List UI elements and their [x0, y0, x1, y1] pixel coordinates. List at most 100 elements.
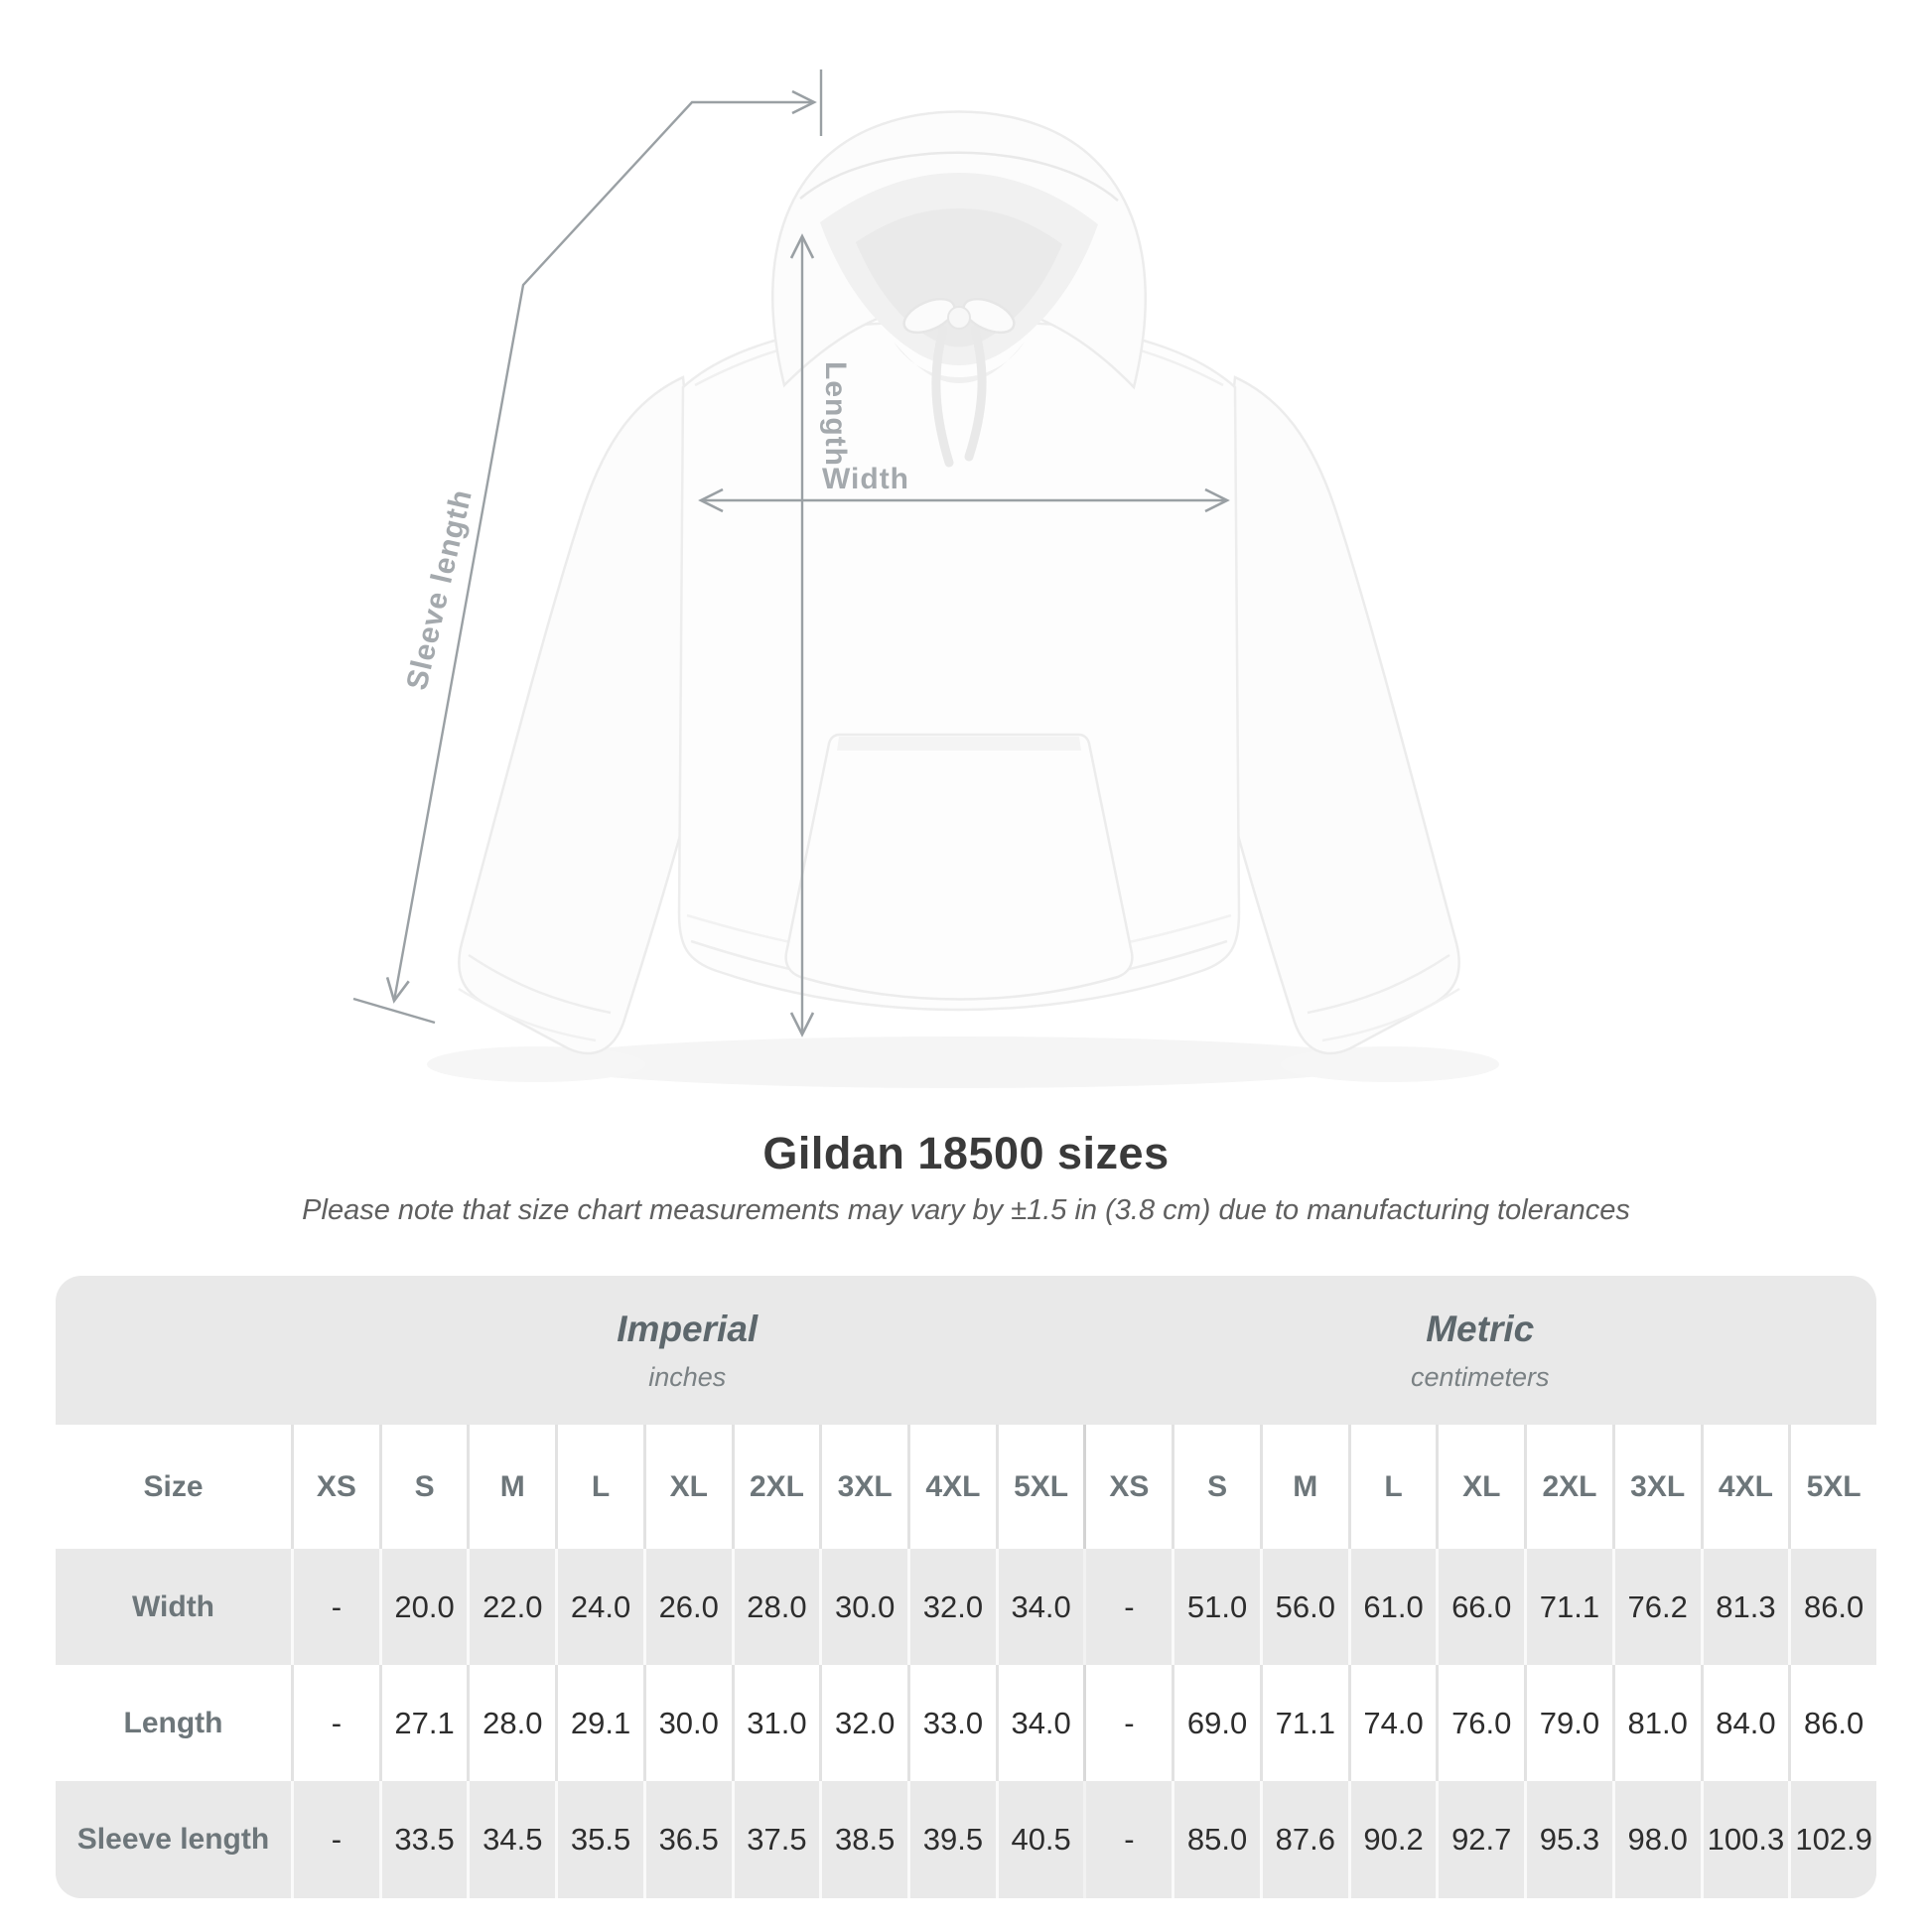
- hoodie-illustration: Width Length Sleeve length: [352, 69, 1499, 1088]
- cuff-tick: [352, 997, 436, 1025]
- table-cell: 28.0: [731, 1549, 820, 1665]
- size-header: L: [1347, 1425, 1437, 1549]
- width-label: Width: [822, 463, 909, 495]
- hood-gather-seam: [799, 151, 1119, 202]
- length-label: Length: [819, 361, 852, 467]
- size-header: 4XL: [907, 1425, 996, 1549]
- table-cell: 81.0: [1611, 1665, 1701, 1781]
- page-subtitle: Please note that size chart measurements…: [302, 1194, 1630, 1226]
- cuff-shadow-right: [1281, 1046, 1499, 1082]
- bow-loop-right: [962, 297, 1016, 335]
- table-cell: 39.5: [907, 1781, 996, 1898]
- table-cell: -: [291, 1549, 379, 1665]
- size-header: 5XL: [995, 1425, 1084, 1549]
- size-header: 5XL: [1788, 1425, 1876, 1549]
- table-cell: 100.3: [1700, 1781, 1789, 1898]
- table-cell: 51.0: [1172, 1549, 1260, 1665]
- table-cell: 34.0: [995, 1549, 1084, 1665]
- table-cell: 66.0: [1436, 1549, 1525, 1665]
- table-cell: 71.1: [1524, 1549, 1612, 1665]
- size-header: XL: [642, 1425, 732, 1549]
- table-cell: 71.1: [1259, 1665, 1348, 1781]
- table-cell: 34.0: [995, 1665, 1084, 1781]
- sleeve-length-arrow: [385, 89, 817, 1004]
- size-header: L: [555, 1425, 643, 1549]
- table-cell: 30.0: [642, 1665, 732, 1781]
- drawstring-left: [931, 325, 954, 468]
- table-cell: 84.0: [1700, 1665, 1789, 1781]
- size-header: 2XL: [1524, 1425, 1612, 1549]
- group-header-imperial: Imperial inches: [291, 1276, 1083, 1425]
- table-cell: 87.6: [1259, 1781, 1348, 1898]
- table-cell: 76.0: [1436, 1665, 1525, 1781]
- size-header: 2XL: [731, 1425, 820, 1549]
- table-cell: -: [1083, 1781, 1173, 1898]
- table-cell: 40.5: [995, 1781, 1084, 1898]
- table-cell: 86.0: [1788, 1549, 1876, 1665]
- hood-inner-shadow: [856, 208, 1062, 347]
- group-header-metric: Metric centimeters: [1083, 1276, 1876, 1425]
- group-subtitle: centimeters: [1410, 1361, 1550, 1392]
- bow-knot: [947, 306, 971, 330]
- sleeve-length-label: Sleeve length: [400, 486, 479, 694]
- bow-loop-left: [902, 297, 956, 335]
- cuff-shadow-left: [427, 1046, 645, 1082]
- table-cell: 34.5: [467, 1781, 556, 1898]
- hoodie-measurement-diagram: Width Length Sleeve length: [352, 69, 1499, 1088]
- size-header: M: [467, 1425, 556, 1549]
- table-cell: 29.1: [555, 1665, 643, 1781]
- table-cell: 81.3: [1700, 1549, 1789, 1665]
- table-cell: 27.1: [378, 1665, 468, 1781]
- group-title: Metric: [1426, 1308, 1535, 1349]
- table-cell: 102.9: [1788, 1781, 1876, 1898]
- size-header: XS: [1083, 1425, 1173, 1549]
- table-cell: 30.0: [819, 1549, 908, 1665]
- size-header: 3XL: [1611, 1425, 1701, 1549]
- size-header: 4XL: [1700, 1425, 1789, 1549]
- table-cell: 31.0: [731, 1665, 820, 1781]
- table-cell: 37.5: [731, 1781, 820, 1898]
- table-cell: 24.0: [555, 1549, 643, 1665]
- table-cell: -: [1083, 1665, 1173, 1781]
- size-table: Imperial inches Metric centimeters Size XS S M L…: [56, 1276, 1876, 1898]
- table-cell: 36.5: [642, 1781, 732, 1898]
- size-header: S: [1172, 1425, 1260, 1549]
- table-cell: 28.0: [467, 1665, 556, 1781]
- size-header: 3XL: [819, 1425, 908, 1549]
- size-header: XS: [291, 1425, 379, 1549]
- garment-shadow: [532, 1036, 1386, 1088]
- table-cell: 86.0: [1788, 1665, 1876, 1781]
- table-cell: 85.0: [1172, 1781, 1260, 1898]
- size-column-header: Size: [56, 1425, 291, 1549]
- table-cell: 69.0: [1172, 1665, 1260, 1781]
- left-sleeve: [458, 375, 703, 1055]
- table-cell: 79.0: [1524, 1665, 1612, 1781]
- table-cell: 35.5: [555, 1781, 643, 1898]
- table-cell: 33.0: [907, 1665, 996, 1781]
- group-subtitle: inches: [648, 1361, 727, 1392]
- drawstring-right: [964, 325, 987, 462]
- kangaroo-pocket: [784, 733, 1134, 1001]
- table-cell: 38.5: [819, 1781, 908, 1898]
- table-cell: 74.0: [1347, 1665, 1437, 1781]
- table-cell: 76.2: [1611, 1549, 1701, 1665]
- table-cell: -: [291, 1781, 379, 1898]
- table-cell: 56.0: [1259, 1549, 1348, 1665]
- table-cell: 26.0: [642, 1549, 732, 1665]
- table-cell: 95.3: [1524, 1781, 1612, 1898]
- table-cell: 98.0: [1611, 1781, 1701, 1898]
- table-cell: 22.0: [467, 1549, 556, 1665]
- pocket-top-shadow: [837, 737, 1081, 751]
- size-header: S: [378, 1425, 468, 1549]
- right-cuff-seam: [1307, 953, 1450, 1015]
- neckline-shadow: [894, 342, 1025, 383]
- row-label: Length: [56, 1665, 291, 1781]
- table-cell: 92.7: [1436, 1781, 1525, 1898]
- size-header: XL: [1436, 1425, 1525, 1549]
- table-cell: 32.0: [907, 1549, 996, 1665]
- table-cell: -: [1083, 1549, 1173, 1665]
- right-sleeve: [1215, 375, 1460, 1055]
- group-header-spacer: [56, 1276, 291, 1425]
- row-label: Width: [56, 1549, 291, 1665]
- table-cell: 32.0: [819, 1665, 908, 1781]
